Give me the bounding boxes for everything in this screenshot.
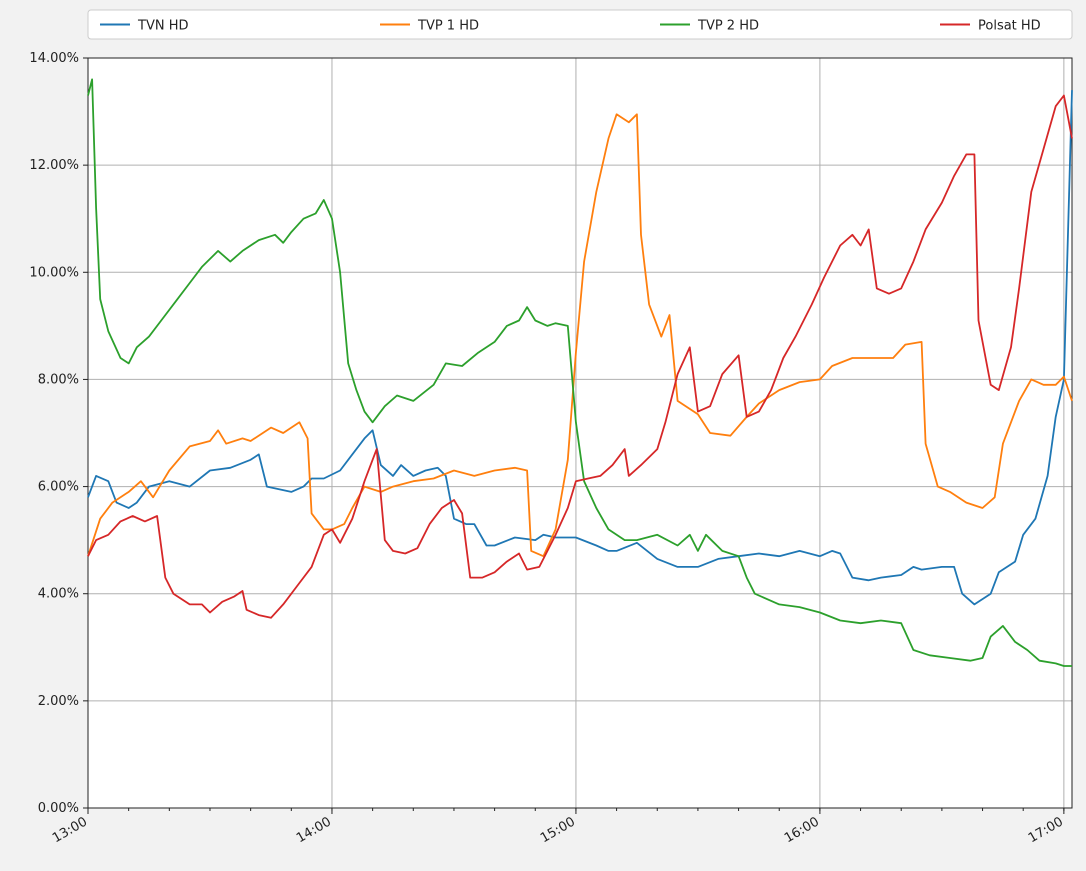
plot-background xyxy=(88,58,1072,808)
x-tick-label: 14:00 xyxy=(294,814,334,846)
legend-label: TVP 1 HD xyxy=(417,19,479,34)
y-tick-label: 10.00% xyxy=(29,265,79,280)
legend: TVN HD TVP 1 HD TVP 2 HD Polsat HD xyxy=(87,9,1073,40)
y-tick-label: 0.00% xyxy=(38,801,79,816)
y-tick-label: 4.00% xyxy=(38,587,79,602)
x-tick-label: 16:00 xyxy=(782,814,822,846)
x-tick-label: 13:00 xyxy=(50,814,90,846)
series-line-tvp-1-hd xyxy=(87,113,1073,558)
x-tick-label: 17:00 xyxy=(1026,814,1066,846)
x-tick-label: 15:00 xyxy=(538,814,578,846)
y-tick-label: 14.00% xyxy=(29,51,79,66)
series-line-polsat-hd xyxy=(87,94,1073,619)
y-tick-label: 2.00% xyxy=(38,694,79,709)
series-line-tvn-hd xyxy=(87,90,1073,606)
legend-label: TVP 2 HD xyxy=(697,19,759,34)
series-line-tvp-2-hd xyxy=(87,78,1072,667)
legend-label: TVN HD xyxy=(137,19,188,34)
plot-area xyxy=(87,57,1073,809)
y-tick-label: 12.00% xyxy=(29,158,79,173)
legend-label: Polsat HD xyxy=(978,19,1041,34)
series-lines xyxy=(87,78,1073,667)
legend-box xyxy=(87,9,1073,40)
y-tick-label: 6.00% xyxy=(38,480,79,495)
grid xyxy=(87,57,1072,809)
y-tick-label: 8.00% xyxy=(38,372,79,387)
